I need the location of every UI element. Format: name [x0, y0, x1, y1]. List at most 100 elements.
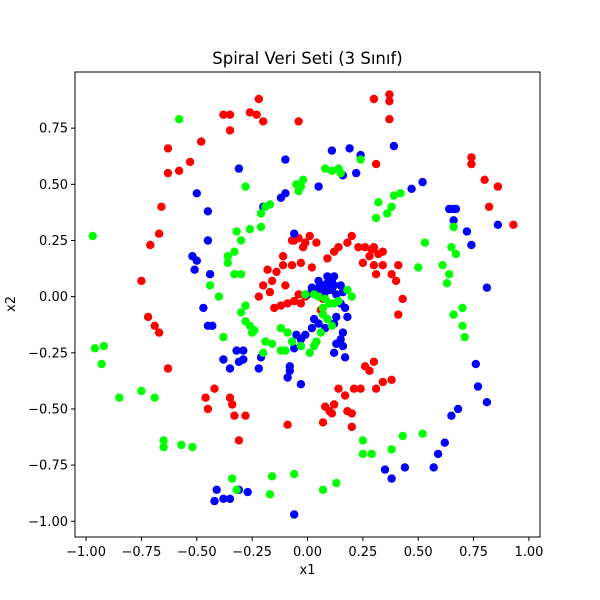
data-point [192, 189, 201, 198]
data-point [314, 182, 323, 191]
data-point [458, 321, 467, 330]
data-point [190, 265, 199, 274]
y-axis: −1.00 −0.75 −0.50 −0.25 0.00 0.25 0.50 0.75 [28, 122, 75, 530]
data-point [343, 285, 352, 295]
data-point [228, 474, 237, 483]
data-point [473, 382, 483, 391]
data-point [197, 137, 206, 146]
x-axis: −1.00 −0.75 −0.50 −0.25 0.00 0.25 0.50 0.75 1.00 [66, 537, 543, 560]
x-tick-label: −0.50 [177, 545, 217, 560]
data-point [241, 317, 250, 326]
data-point [398, 431, 407, 441]
data-point [219, 332, 228, 342]
data-point [263, 265, 272, 274]
data-point [261, 337, 270, 346]
data-point [174, 115, 184, 124]
data-point [97, 359, 106, 369]
data-point [451, 204, 461, 214]
data-point [371, 213, 381, 223]
data-point [338, 328, 348, 337]
data-point [292, 330, 301, 339]
data-point [259, 281, 268, 290]
data-point [236, 270, 246, 279]
data-point [201, 393, 210, 402]
data-point [371, 270, 381, 279]
data-point [290, 344, 299, 353]
data-point [358, 449, 368, 459]
data-point [232, 227, 241, 236]
data-point [290, 296, 299, 306]
data-point [429, 463, 438, 472]
data-point [276, 301, 286, 310]
data-point [163, 168, 173, 178]
data-point [378, 377, 387, 387]
data-point [254, 292, 263, 301]
data-point [247, 328, 257, 337]
data-point [281, 155, 290, 164]
data-point [146, 240, 155, 250]
data-point [219, 494, 228, 503]
data-point [318, 418, 328, 427]
data-point [143, 312, 153, 322]
data-point [447, 411, 456, 420]
data-point [283, 328, 292, 337]
data-point [318, 485, 328, 494]
x-axis-label: x1 [300, 563, 316, 578]
data-point [205, 281, 215, 290]
data-point [493, 182, 503, 191]
data-point [389, 141, 399, 151]
data-point [449, 310, 458, 319]
data-point [367, 449, 376, 459]
data-point [154, 328, 164, 337]
data-point [394, 310, 403, 319]
data-point [345, 144, 354, 153]
data-point [358, 258, 368, 268]
data-point [278, 252, 288, 261]
x-tick-label: −0.25 [232, 545, 272, 560]
data-point [301, 290, 310, 299]
data-point [159, 442, 168, 452]
data-point [234, 436, 244, 445]
data-point [347, 231, 356, 241]
data-point [385, 90, 394, 99]
data-point [365, 252, 374, 261]
data-point [380, 465, 390, 474]
data-point [420, 238, 430, 247]
data-point [232, 346, 241, 355]
data-point [210, 384, 219, 393]
data-point [307, 323, 317, 333]
data-point [219, 355, 228, 364]
data-point [278, 261, 288, 270]
data-point [340, 391, 350, 400]
data-point [383, 209, 392, 218]
data-point [374, 198, 383, 207]
data-point [329, 247, 339, 256]
data-point [360, 243, 370, 252]
data-point [305, 348, 314, 357]
points-layer [88, 90, 518, 519]
data-point [360, 362, 370, 371]
data-point [276, 323, 286, 333]
data-point [236, 308, 246, 317]
data-point [458, 303, 467, 313]
data-point [343, 312, 352, 322]
data-point [115, 393, 124, 402]
data-point [256, 222, 266, 232]
data-point [199, 303, 208, 313]
data-point [254, 364, 263, 373]
data-point [90, 344, 100, 353]
data-point [358, 436, 368, 445]
data-point [177, 440, 186, 450]
data-point [509, 220, 518, 229]
data-point [245, 225, 255, 234]
data-point [225, 364, 235, 373]
y-tick-label: −0.75 [28, 459, 68, 474]
data-point [265, 287, 275, 297]
data-point [418, 177, 427, 187]
data-point [398, 294, 407, 304]
data-point [385, 97, 394, 106]
data-point [327, 285, 337, 295]
data-point [414, 263, 423, 272]
data-point [223, 252, 232, 261]
data-point [334, 296, 343, 306]
